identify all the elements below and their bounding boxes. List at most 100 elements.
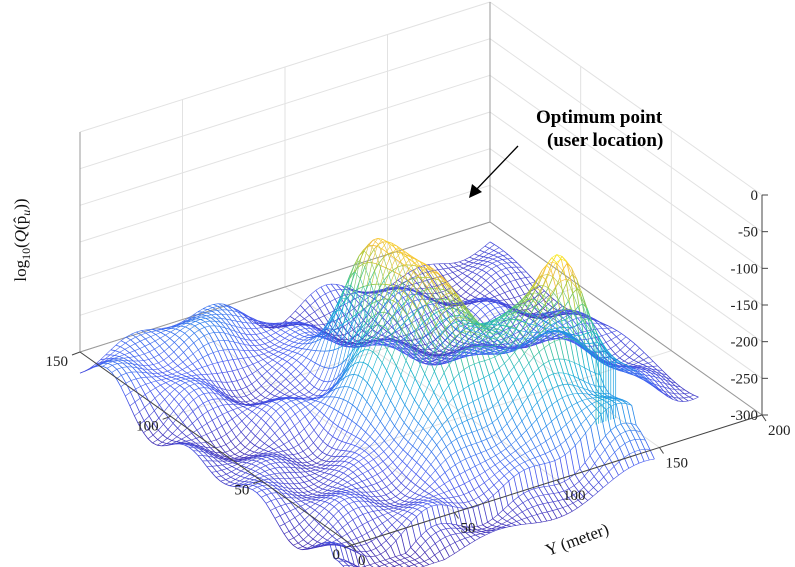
surface-line	[492, 495, 499, 515]
surface-line	[530, 450, 536, 458]
surface-line	[448, 266, 454, 269]
surface-line	[120, 342, 126, 347]
surface-line	[324, 501, 330, 504]
surface-line	[629, 348, 635, 354]
surface-line	[227, 460, 233, 464]
surface-line	[197, 418, 203, 427]
surface-line	[501, 428, 507, 438]
surface-line	[145, 331, 152, 334]
surface-line	[112, 364, 118, 370]
surface-line	[439, 288, 445, 291]
surface-line	[464, 259, 470, 263]
surface-line	[267, 362, 273, 368]
surface-line	[251, 459, 257, 462]
surface-line	[360, 332, 366, 340]
surface-line	[501, 523, 507, 526]
surface-line	[387, 512, 393, 517]
surface-line	[235, 390, 242, 398]
surface-line	[446, 284, 452, 294]
surface-line	[248, 484, 253, 486]
surface-line	[440, 451, 446, 460]
surface-line	[360, 491, 366, 497]
surface-line	[300, 467, 306, 473]
surface-line	[220, 480, 226, 485]
surface-line	[475, 305, 481, 310]
surface-line	[289, 429, 295, 438]
surface-line	[212, 363, 218, 374]
surface-line	[177, 371, 182, 375]
surface-line	[484, 251, 489, 254]
surface-line	[368, 349, 374, 353]
surface-line	[353, 318, 359, 326]
surface-line	[369, 436, 375, 442]
surface-line	[365, 431, 371, 437]
surface-line	[497, 260, 503, 265]
surface-line	[481, 428, 487, 440]
surface-line	[427, 433, 433, 440]
surface-line	[572, 502, 578, 509]
surface-line	[204, 384, 210, 389]
surface-line	[463, 389, 469, 405]
surface-line	[588, 342, 594, 345]
surface-line	[140, 386, 146, 395]
surface-line	[470, 444, 477, 455]
surface-line	[472, 263, 479, 268]
surface-line	[176, 375, 182, 378]
surface-line	[458, 265, 464, 269]
surface-line	[576, 415, 582, 425]
surface-line	[514, 288, 520, 297]
surface-line	[474, 477, 480, 487]
surface-line	[371, 388, 377, 397]
surface-line	[187, 357, 193, 364]
surface-line	[160, 379, 166, 384]
surface-line	[142, 365, 148, 370]
surface-line	[461, 525, 467, 530]
surface-line	[330, 388, 336, 392]
surface-line	[234, 331, 241, 339]
surface-line	[536, 402, 543, 415]
surface-line	[467, 266, 474, 271]
surface-line	[442, 410, 448, 420]
surface-line	[269, 427, 276, 434]
surface-line	[267, 356, 274, 361]
surface-line	[336, 449, 342, 451]
surface-line	[467, 269, 473, 273]
surface-line	[501, 330, 507, 333]
surface-line	[317, 491, 323, 494]
surface-line	[308, 524, 314, 530]
surface-line	[443, 498, 449, 503]
surface-line	[451, 287, 457, 293]
surface-line	[221, 381, 227, 391]
surface-line	[134, 343, 140, 349]
surface-line	[649, 449, 655, 460]
surface-line	[240, 332, 246, 340]
surface-line	[477, 264, 483, 269]
surface-line	[551, 327, 556, 330]
surface-line	[567, 505, 573, 512]
surface-line	[578, 378, 584, 389]
surface-line	[529, 299, 535, 306]
surface-line	[250, 400, 256, 404]
surface-line	[269, 469, 275, 475]
surface-line	[120, 346, 126, 350]
surface-line	[140, 338, 146, 342]
surface-line	[320, 467, 326, 470]
surface-line	[306, 499, 311, 503]
surface-line	[492, 406, 498, 419]
surface-line	[422, 306, 428, 315]
surface-line	[582, 393, 588, 400]
surface-line	[237, 358, 243, 369]
surface-line	[167, 364, 173, 370]
surface-line	[536, 275, 542, 280]
surface-line	[555, 286, 561, 313]
surface-line	[255, 465, 261, 469]
surface-line	[684, 393, 690, 398]
surface-line	[495, 445, 502, 453]
surface-line	[274, 395, 280, 398]
surface-line	[255, 424, 261, 430]
surface-line	[359, 553, 365, 567]
surface-line	[222, 404, 228, 413]
surface-line	[364, 299, 370, 305]
surface-line	[387, 519, 393, 526]
surface-line	[405, 553, 411, 557]
